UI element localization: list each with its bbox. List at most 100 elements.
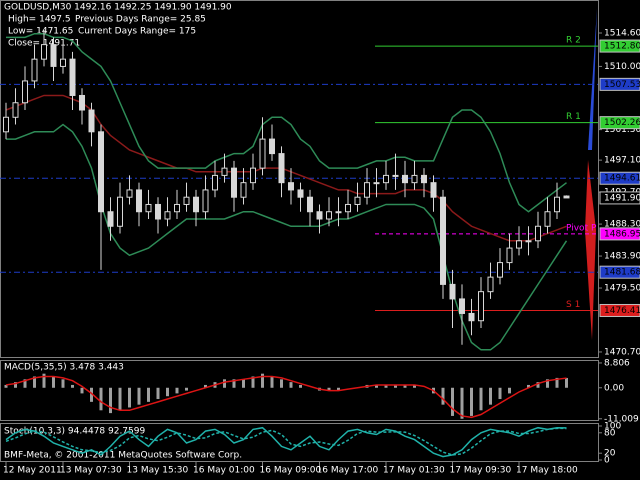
candle-body: [525, 240, 532, 243]
candle-body: [202, 189, 209, 213]
arrow: [588, 8, 597, 150]
macd-bar: [223, 379, 226, 388]
stoch-signal: [5, 427, 567, 456]
macd-title: MACD(5,35,5) 3.478 3.443: [4, 363, 124, 373]
price-tag: [599, 77, 640, 91]
indicator-line: [5, 94, 567, 242]
macd-bar: [232, 379, 236, 388]
candle-body: [335, 211, 342, 214]
y-tick-label: 0: [604, 456, 610, 466]
indicator-line: [6, 32, 567, 213]
candle-body: [98, 131, 104, 213]
candle-body: [41, 44, 47, 60]
macd-bar: [109, 387, 112, 414]
candle-body: [278, 153, 285, 184]
macd-bar: [441, 387, 445, 405]
candle-body: [88, 109, 95, 133]
macd-bar: [204, 384, 207, 388]
arrow: [585, 160, 596, 340]
y-tick-label: 1479.50: [604, 284, 640, 294]
macd-bar: [242, 379, 245, 388]
candle-body: [193, 196, 199, 213]
x-tick-label: 16 May 09:00: [260, 466, 322, 476]
macd-bar: [451, 387, 454, 416]
candle-body: [183, 196, 190, 205]
macd-bar: [337, 387, 340, 391]
price-tag-label: 1476.41: [604, 306, 640, 316]
macd-bar: [61, 379, 65, 388]
candle-body: [440, 196, 446, 285]
y-tick-label: 1501.30: [604, 125, 640, 135]
level-label: Pivot P: [566, 223, 597, 233]
macd-bar: [175, 387, 179, 394]
candle-body: [402, 174, 408, 184]
x-tick-label: 16 May 01:00: [193, 466, 255, 476]
candle-body: [288, 182, 294, 191]
candle-body: [240, 182, 247, 198]
info: Previous Days Range= 25.85: [75, 15, 206, 25]
candle-body: [259, 138, 266, 169]
macd-bar: [479, 387, 483, 411]
price-tag-label: 1502.26: [604, 118, 640, 128]
candle-body: [354, 196, 361, 205]
candle-body: [145, 203, 152, 213]
y-tick-label: 20: [604, 449, 616, 459]
price-tag: [599, 191, 640, 205]
stoch-main: [5, 426, 567, 458]
macd-bar: [546, 379, 549, 388]
level-label: R 2: [566, 36, 581, 46]
candle-body: [468, 312, 475, 322]
macd-bar: [80, 387, 84, 394]
candle-body: [449, 283, 456, 300]
candle-body: [22, 80, 28, 104]
macd-bar: [289, 382, 293, 388]
candle-body: [506, 247, 513, 264]
candle-body: [383, 174, 389, 184]
macd-bar: [156, 387, 160, 400]
macd-bar: [251, 376, 255, 388]
macd-bar: [280, 379, 283, 388]
price-tag-label: 1507.53: [604, 80, 640, 90]
y-tick-label: 1488.30: [604, 220, 640, 230]
x-tick-label: 12 May 2011: [3, 466, 62, 476]
macd-bar: [147, 387, 150, 402]
macd-bar: [166, 387, 169, 397]
y-tick-label: 1483.90: [604, 252, 640, 262]
candle-body: [392, 174, 399, 177]
candle-body: [478, 291, 484, 322]
candle-body: [516, 240, 522, 249]
price-tag-label: 1494.61: [604, 174, 640, 184]
price-tag: [599, 227, 640, 241]
x-tick-label: 17 May 09:30: [450, 466, 512, 476]
level-label: S 1: [566, 300, 580, 310]
candle-body: [12, 102, 19, 118]
macd-bar: [555, 377, 559, 388]
x-tick-label: 13 May 07:30: [60, 466, 122, 476]
y-tick-label: 0.00: [604, 383, 624, 393]
x-tick-label: 17 May 18:00: [516, 466, 578, 476]
macd-bar: [403, 384, 407, 388]
macd-bar: [23, 379, 27, 388]
price-tag-label: 1512.80: [604, 42, 640, 52]
macd-bar: [261, 373, 264, 388]
chart-title: GOLDUSD,M30 1492.16 1492.25 1491.90 1491…: [4, 3, 232, 13]
candle-body: [430, 182, 437, 198]
info: Low= 1471.65: [8, 27, 73, 37]
stoch-title: Stoch(10,3,3) 94.4478 92.7599: [4, 427, 145, 437]
candle-body: [421, 174, 427, 184]
macd-bar: [394, 384, 397, 388]
candle-body: [487, 276, 494, 293]
candle-body: [345, 203, 351, 213]
candle-body: [250, 167, 256, 184]
macd-bar: [185, 387, 188, 391]
candle-body: [554, 196, 560, 213]
y-tick-label: 100: [604, 422, 621, 432]
macd-signal: [5, 375, 567, 419]
candle-body: [231, 167, 237, 198]
candle-body: [212, 174, 218, 191]
candle-body: [164, 211, 171, 220]
candle-body: [126, 189, 133, 198]
candle-body: [269, 138, 275, 155]
macd-bar: [137, 387, 141, 405]
